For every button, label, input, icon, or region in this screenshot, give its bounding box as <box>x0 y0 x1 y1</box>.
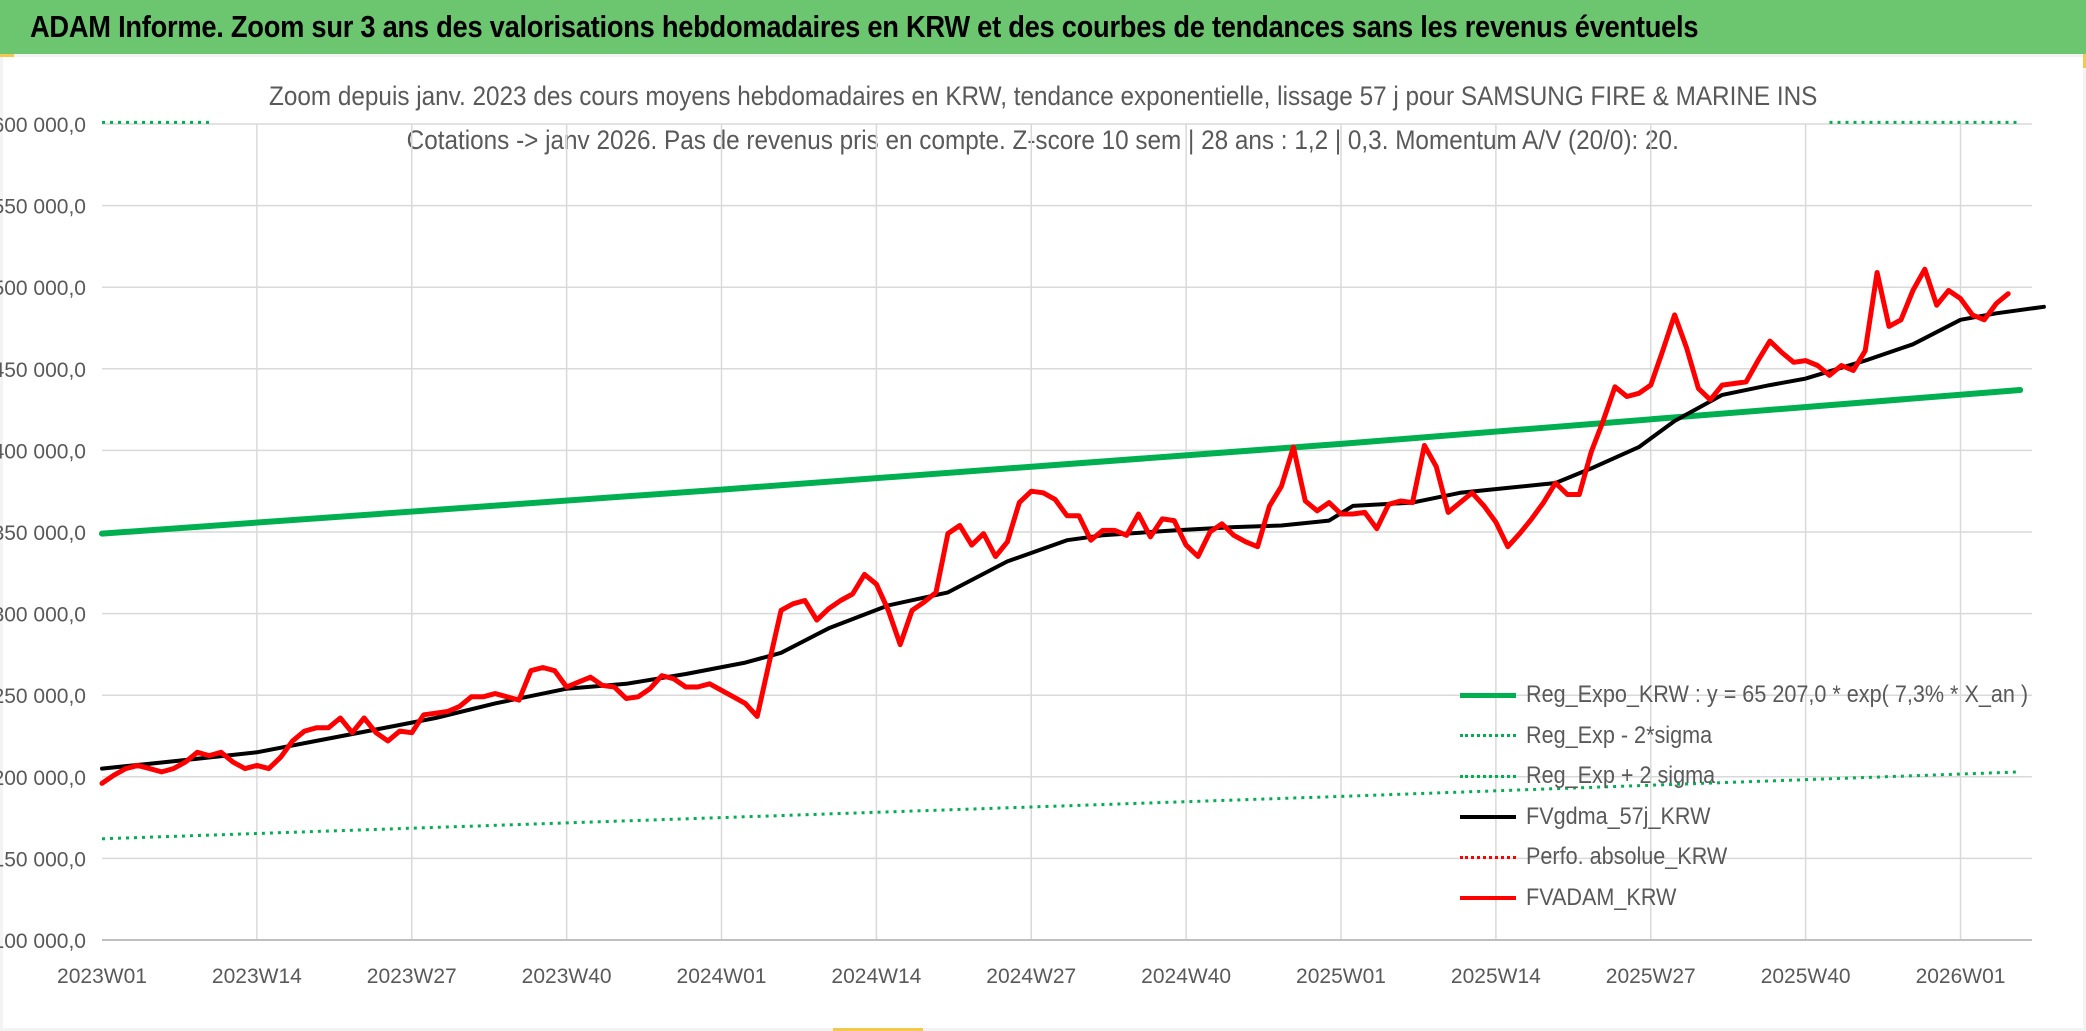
chart-frame <box>0 54 2086 1031</box>
y-tick-label: 550 000,0 <box>0 196 86 219</box>
x-tick-label: 2024W14 <box>831 965 921 988</box>
frame-corner-bottom-mid <box>833 1028 923 1031</box>
chart-subtitle: Cotations -> janv 2026. Pas de revenus p… <box>406 125 1680 155</box>
y-tick-label: 400 000,0 <box>0 440 86 463</box>
chart-legend: Reg_Expo_KRW : y = 65 207,0 * exp( 7,3% … <box>1460 675 2084 918</box>
series-line-6 <box>99 266 2011 786</box>
legend-swatch <box>1460 895 1516 900</box>
y-tick-label: 600 000,0 <box>0 114 86 137</box>
chart-title: Zoom depuis janv. 2023 des cours moyens … <box>268 81 1818 111</box>
y-tick-label: 200 000,0 <box>0 767 86 790</box>
legend-label: Perfo. absolue_KRW <box>1526 843 1728 871</box>
frame-corner-top-left <box>0 54 14 57</box>
legend-label: FVgdma_57j_KRW <box>1526 802 1711 830</box>
legend-swatch <box>1460 734 1516 738</box>
legend-swatch <box>1460 814 1516 819</box>
legend-swatch <box>1460 774 1516 778</box>
x-tick-label: 2025W27 <box>1606 965 1696 988</box>
frame-corner-top-right <box>2083 54 2086 68</box>
x-tick-label: 2026W01 <box>1916 965 2006 988</box>
y-tick-label: 350 000,0 <box>0 522 86 545</box>
legend-label: FVADAM_KRW <box>1526 883 1677 911</box>
legend-item: Perfo. absolue_KRW <box>1460 837 2084 878</box>
y-tick-label: 500 000,0 <box>0 277 86 300</box>
report-header-banner: ADAM Informe. Zoom sur 3 ans des valoris… <box>0 0 2086 54</box>
series-line-2 <box>101 770 2021 841</box>
legend-item: FVgdma_57j_KRW <box>1460 797 2084 838</box>
series-line-1 <box>99 387 2024 537</box>
x-tick-label: 2024W27 <box>986 965 1076 988</box>
x-tick-label: 2023W01 <box>57 965 147 988</box>
x-tick-label: 2025W40 <box>1761 965 1851 988</box>
y-tick-label: 150 000,0 <box>0 848 86 871</box>
series-line-4 <box>100 304 2046 771</box>
y-tick-label: 300 000,0 <box>0 604 86 627</box>
x-tick-label: 2024W01 <box>677 965 767 988</box>
report-title: ADAM Informe. Zoom sur 3 ans des valoris… <box>30 9 1699 44</box>
y-tick-label: 250 000,0 <box>0 685 86 708</box>
legend-item: Reg_Exp + 2 sigma <box>1460 756 2084 797</box>
x-tick-label: 2023W40 <box>522 965 612 988</box>
y-tick-label: 100 000,0 <box>0 930 86 953</box>
legend-swatch <box>1460 692 1516 698</box>
legend-label: Reg_Exp - 2*sigma <box>1526 721 1713 749</box>
legend-item: Reg_Expo_KRW : y = 65 207,0 * exp( 7,3% … <box>1460 675 2084 716</box>
x-tick-label: 2024W40 <box>1141 965 1231 988</box>
legend-label: Reg_Expo_KRW : y = 65 207,0 * exp( 7,3% … <box>1526 681 2029 709</box>
legend-swatch <box>1460 855 1516 859</box>
legend-label: Reg_Exp + 2 sigma <box>1526 762 1716 790</box>
x-tick-label: 2025W01 <box>1296 965 1386 988</box>
y-tick-label: 450 000,0 <box>0 359 86 382</box>
x-tick-label: 2023W14 <box>212 965 302 988</box>
legend-item: Reg_Exp - 2*sigma <box>1460 716 2084 757</box>
x-tick-label: 2023W27 <box>367 965 457 988</box>
x-tick-label: 2025W14 <box>1451 965 1541 988</box>
legend-item: FVADAM_KRW <box>1460 878 2084 919</box>
